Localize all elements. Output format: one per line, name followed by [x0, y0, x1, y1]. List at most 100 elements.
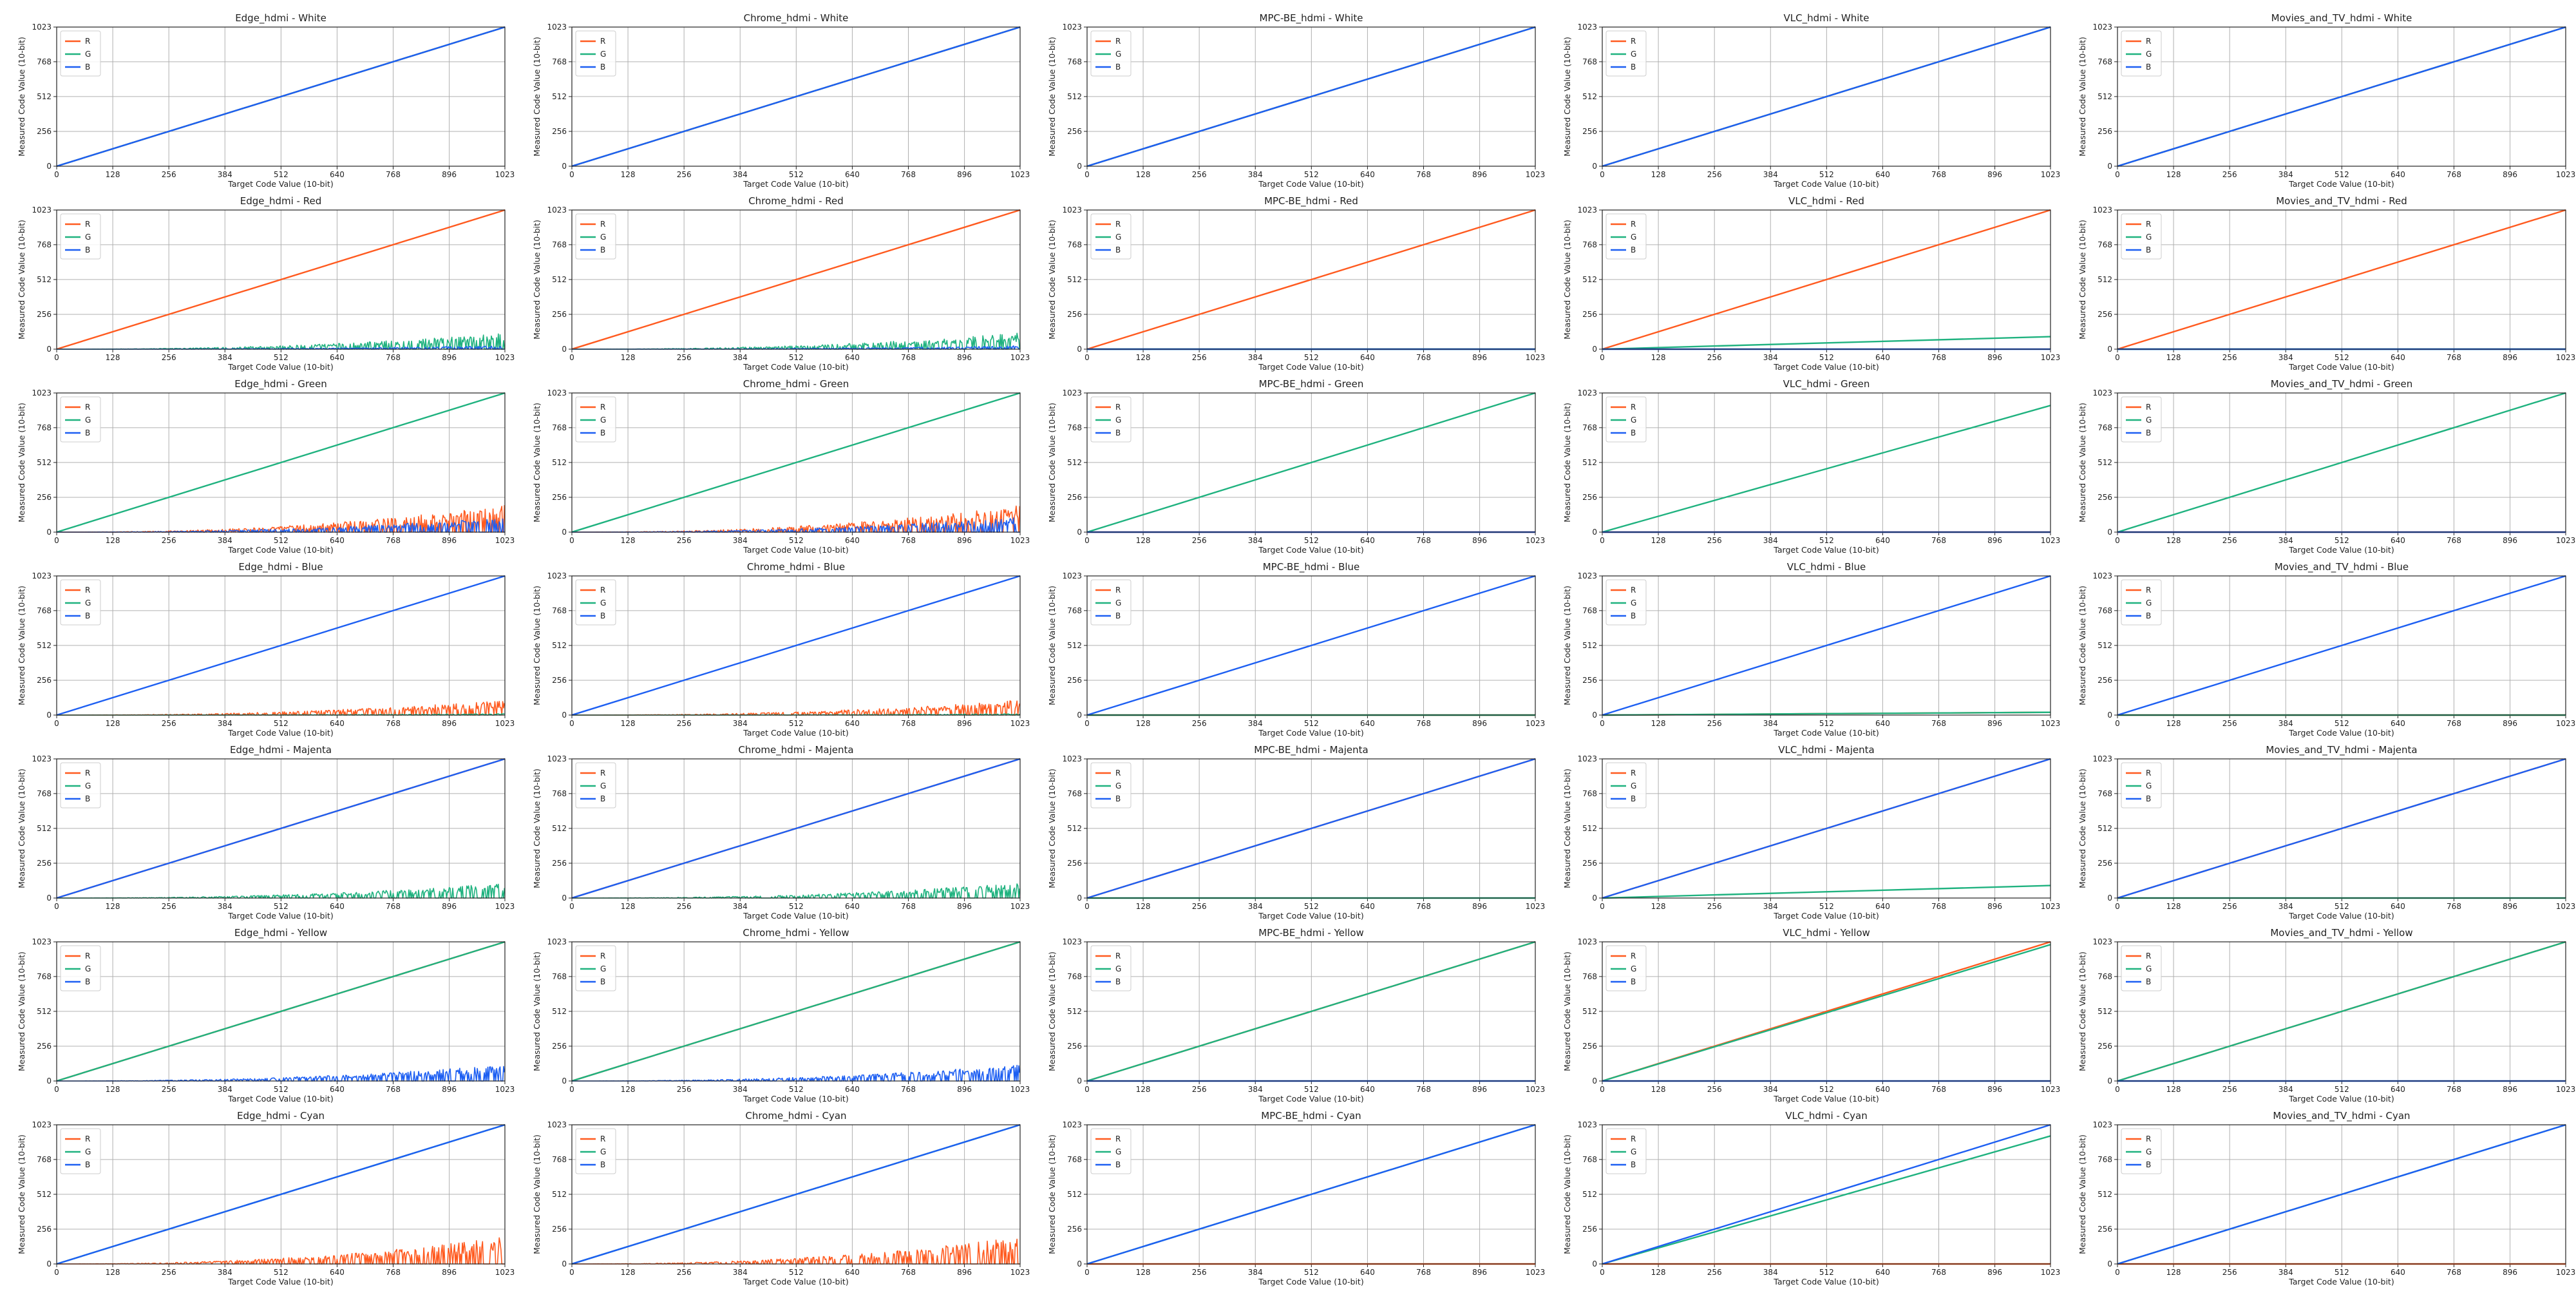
- x-tick-label: 768: [901, 1085, 916, 1094]
- x-tick-label: 0: [2115, 353, 2120, 362]
- y-tick-label: 512: [37, 92, 52, 101]
- y-tick-label: 256: [2098, 493, 2112, 502]
- x-tick-label: 768: [901, 719, 916, 728]
- y-axis-label: Measured Code Value (10-bit): [1562, 403, 1572, 522]
- y-tick-label: 256: [37, 859, 52, 868]
- x-tick-label: 256: [2222, 536, 2237, 545]
- axes-frame: [1086, 1124, 1536, 1265]
- x-tick-label: 1023: [1010, 719, 1030, 728]
- x-tick-label: 0: [54, 536, 59, 545]
- y-tick-label: 0: [2107, 345, 2112, 354]
- x-tick-label: 896: [1987, 536, 2002, 545]
- legend: RGB: [60, 762, 101, 808]
- subplot: VLC_hdmi - Green 0 128 256 384 512 640 768 896 10…: [1562, 378, 2060, 555]
- y-tick-label: 0: [46, 1259, 52, 1268]
- subplot: MPC-BE_hdmi - Yellow 0 128 256 384 512 640 768 8…: [1047, 927, 1545, 1104]
- x-tick-label: 128: [106, 719, 120, 728]
- y-tick-label: 1023: [1577, 937, 1597, 946]
- axes-frame: [1602, 26, 2051, 167]
- axes-frame: [1086, 209, 1536, 350]
- x-tick-label: 256: [677, 170, 692, 179]
- y-tick-label: 0: [562, 528, 567, 537]
- x-axis-label: Target Code Value (10-bit): [743, 1277, 848, 1286]
- legend: RGB: [60, 396, 101, 443]
- x-tick-label: 384: [1248, 1085, 1263, 1094]
- legend-label: B: [2146, 977, 2151, 986]
- y-tick-label: 1023: [547, 388, 567, 397]
- series-line-B: [56, 1124, 506, 1265]
- x-tick-label: 384: [218, 1085, 232, 1094]
- subplot-title: MPC-BE_hdmi - White: [1260, 12, 1363, 24]
- x-tick-label: 1023: [495, 719, 515, 728]
- legend-label: R: [1115, 220, 1121, 229]
- x-tick-label: 384: [1763, 353, 1778, 362]
- subplot: Edge_hdmi - Cyan 0 128 256 384 512 640 768 896 10…: [17, 1110, 515, 1286]
- legend-label: R: [85, 769, 90, 778]
- x-tick-label: 896: [957, 170, 972, 179]
- legend-label: R: [2146, 586, 2151, 595]
- y-axis-label: Measured Code Value (10-bit): [17, 220, 26, 339]
- series-line-B: [56, 758, 506, 899]
- subplot-title: VLC_hdmi - Yellow: [1783, 927, 1870, 939]
- y-tick-label: 768: [37, 789, 52, 798]
- legend-label: G: [2146, 781, 2152, 790]
- x-tick-label: 640: [2391, 902, 2405, 911]
- subplot: Chrome_hdmi - White 0 128 256 384 512 640 768 89…: [532, 12, 1030, 189]
- y-tick-label: 256: [552, 1225, 567, 1234]
- x-tick-label: 256: [1192, 902, 1207, 911]
- x-tick-label: 0: [1084, 1268, 1090, 1277]
- y-tick-label: 1023: [1062, 206, 1082, 215]
- x-tick-label: 128: [621, 719, 636, 728]
- legend: RGB: [2121, 30, 2162, 77]
- y-tick-label: 512: [37, 824, 52, 833]
- legend-label: R: [1115, 1134, 1121, 1143]
- legend-label: B: [1115, 428, 1121, 437]
- series-line-G: [56, 941, 506, 1082]
- x-tick-label: 640: [1360, 902, 1375, 911]
- x-tick-label: 128: [1136, 1268, 1151, 1277]
- x-tick-label: 128: [1651, 902, 1666, 911]
- x-tick-label: 768: [1416, 353, 1431, 362]
- x-tick-label: 512: [2334, 902, 2349, 911]
- x-tick-label: 128: [1651, 536, 1666, 545]
- x-tick-label: 768: [1931, 170, 1946, 179]
- y-tick-label: 1023: [2092, 388, 2112, 397]
- x-tick-label: 128: [2166, 353, 2181, 362]
- legend-label: G: [2146, 964, 2152, 973]
- legend-label: B: [1115, 62, 1121, 72]
- y-tick-label: 512: [37, 275, 52, 284]
- y-tick-label: 256: [1067, 676, 1082, 685]
- subplot-title: Movies_and_TV_hdmi - Blue: [2275, 561, 2409, 573]
- legend-label: B: [85, 611, 90, 620]
- y-tick-label: 256: [552, 859, 567, 868]
- y-tick-label: 256: [552, 310, 567, 319]
- x-tick-label: 256: [2222, 353, 2237, 362]
- legend: RGB: [575, 762, 616, 808]
- y-tick-label: 512: [1582, 641, 1597, 650]
- x-tick-label: 1023: [2556, 170, 2576, 179]
- legend-label: G: [85, 598, 91, 607]
- subplot-title: MPC-BE_hdmi - Green: [1259, 378, 1364, 390]
- y-tick-label: 1023: [32, 23, 52, 32]
- legend-label: B: [1115, 977, 1121, 986]
- subplot-title: Chrome_hdmi - White: [744, 12, 849, 24]
- legend-label: B: [85, 62, 90, 72]
- y-tick-label: 0: [46, 528, 52, 537]
- subplot-title: Edge_hdmi - Cyan: [237, 1110, 325, 1122]
- x-tick-label: 256: [1192, 353, 1207, 362]
- x-axis-label: Target Code Value (10-bit): [227, 362, 333, 372]
- x-tick-label: 640: [1875, 1268, 1890, 1277]
- legend: RGB: [575, 945, 616, 991]
- y-tick-label: 512: [1582, 1190, 1597, 1199]
- legend: RGB: [1605, 1128, 1647, 1174]
- x-tick-label: 384: [1763, 1268, 1778, 1277]
- x-tick-label: 768: [901, 536, 916, 545]
- y-tick-label: 768: [2098, 240, 2112, 249]
- subplot-title: Chrome_hdmi - Green: [743, 378, 849, 390]
- axes-frame: [56, 758, 506, 899]
- x-tick-label: 512: [274, 536, 289, 545]
- x-tick-label: 768: [1416, 1268, 1431, 1277]
- y-tick-label: 1023: [32, 388, 52, 397]
- x-axis-label: Target Code Value (10-bit): [1773, 911, 1879, 921]
- legend-label: R: [600, 1134, 605, 1143]
